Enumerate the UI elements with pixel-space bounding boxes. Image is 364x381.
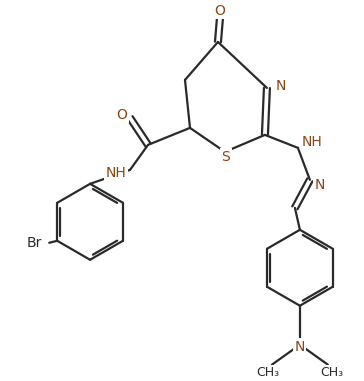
Text: S: S [222,150,230,164]
Text: CH₃: CH₃ [320,366,343,379]
Text: O: O [116,108,127,122]
Text: Br: Br [27,236,42,250]
Text: N: N [315,178,325,192]
Text: NH: NH [106,166,126,180]
Text: N: N [276,79,286,93]
Text: CH₃: CH₃ [256,366,280,379]
Text: NH: NH [301,135,322,149]
Text: O: O [214,4,225,18]
Text: N: N [295,340,305,354]
